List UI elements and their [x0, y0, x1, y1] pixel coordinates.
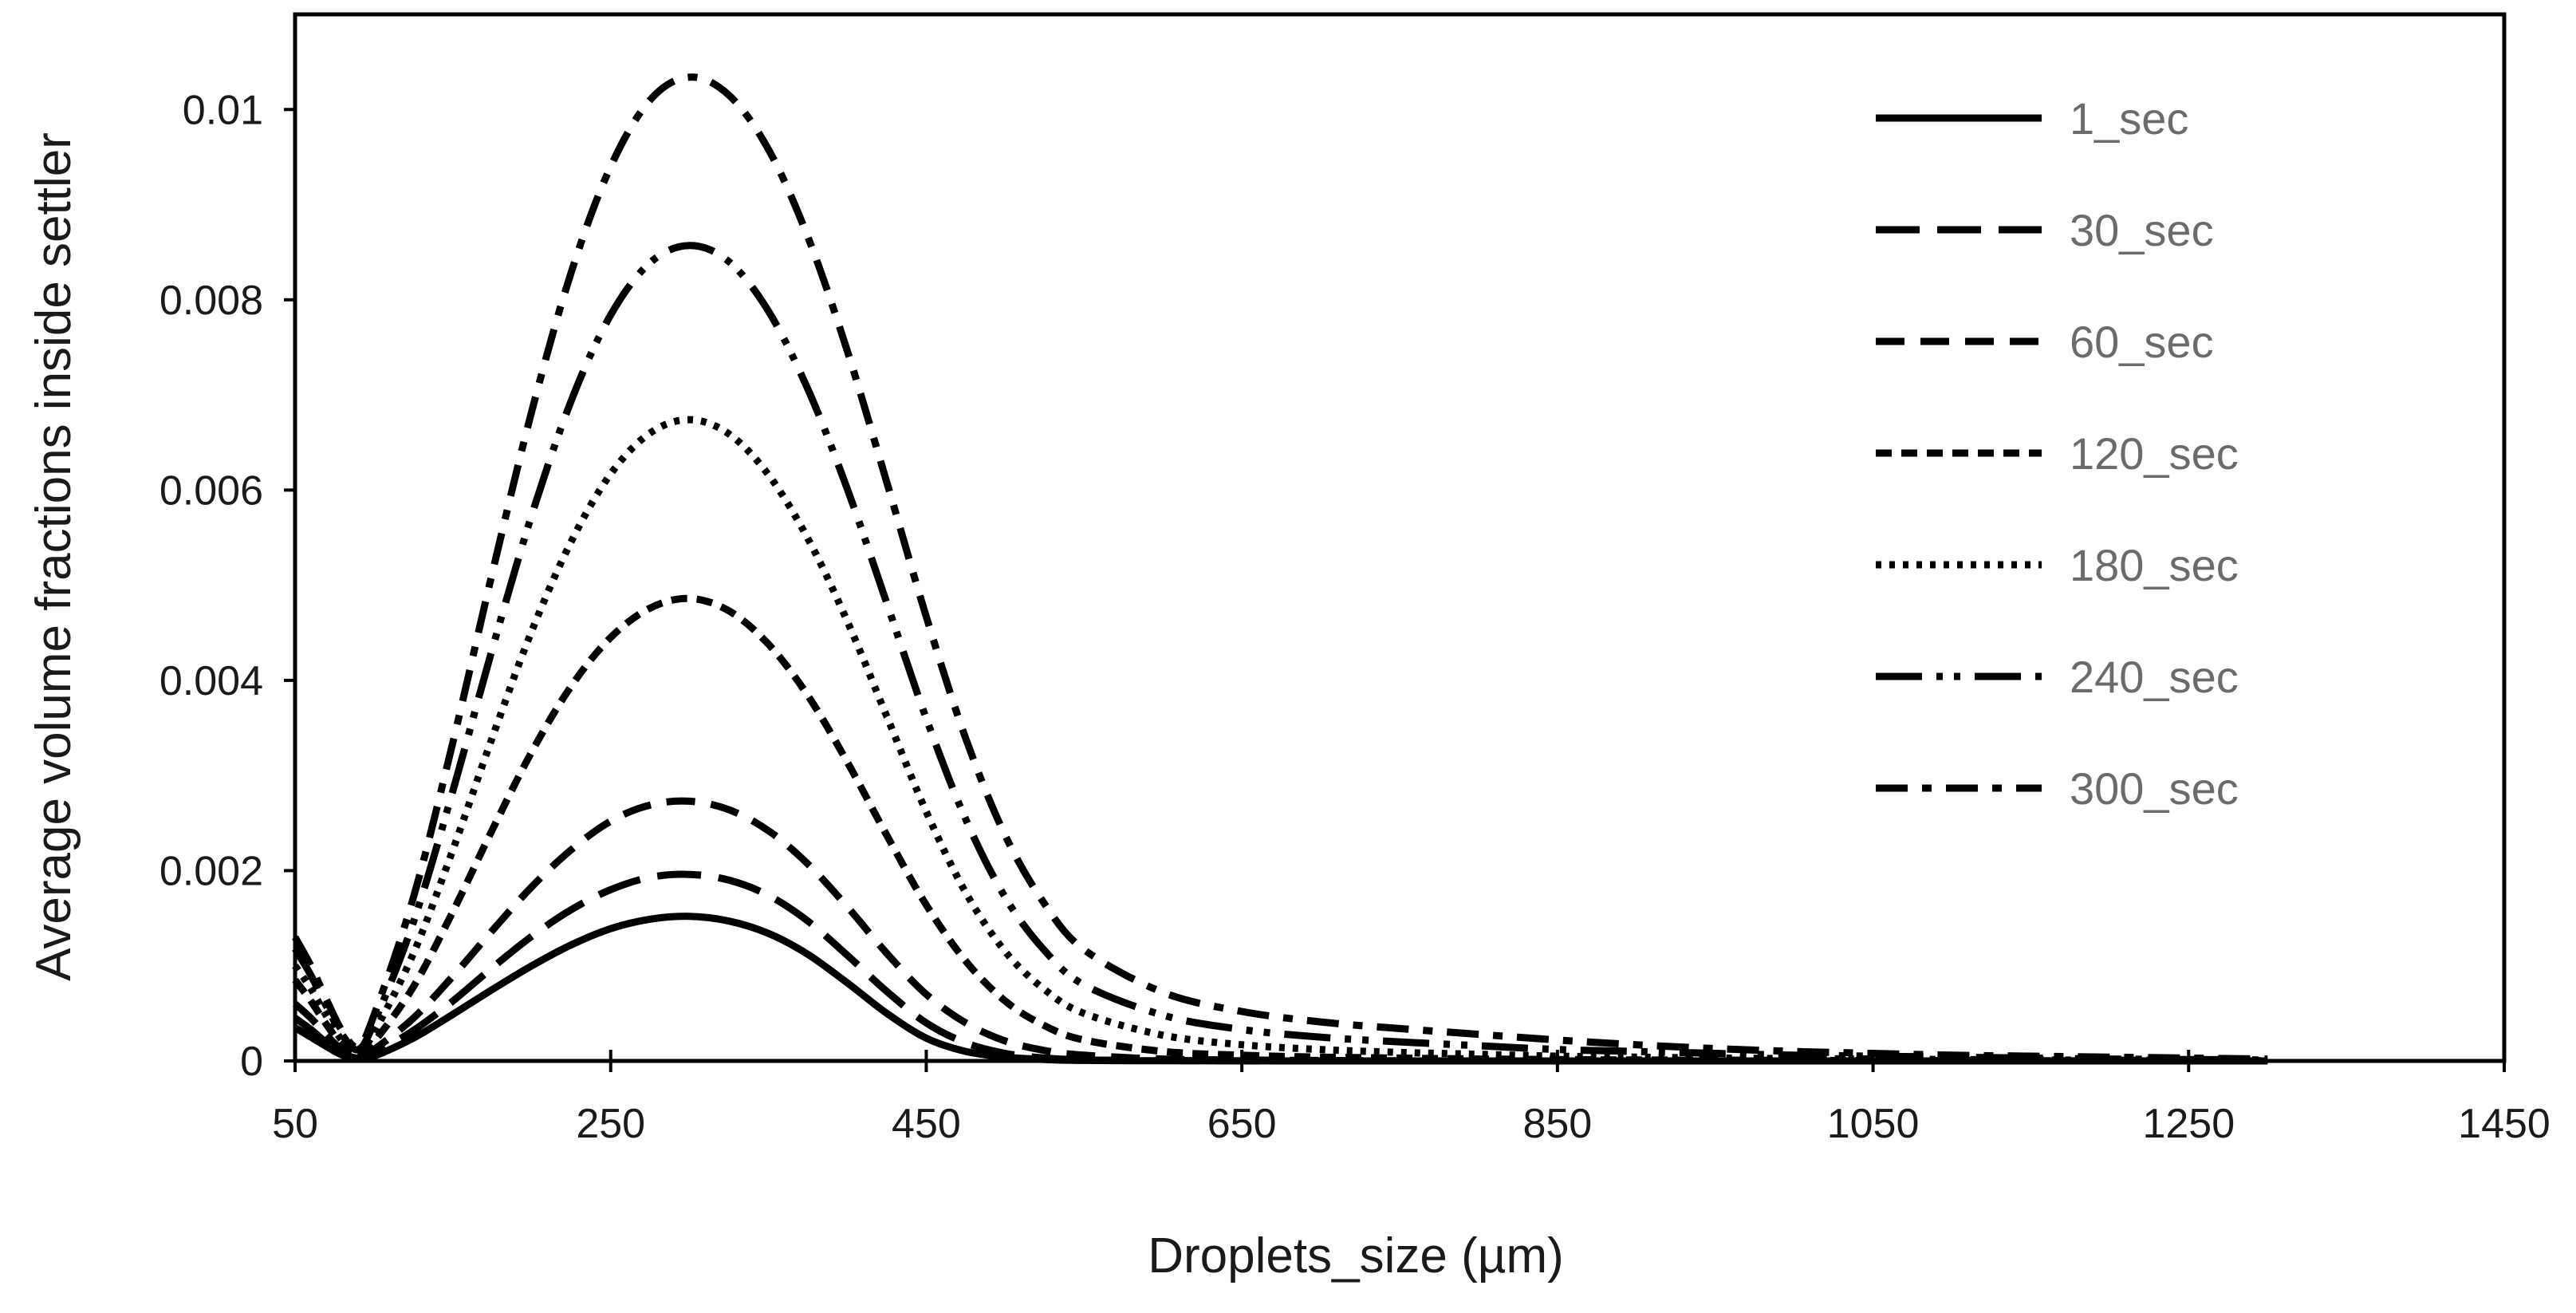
- legend-label: 240_sec: [2070, 652, 2239, 702]
- y-tick-label: 0.01: [183, 87, 263, 133]
- x-tick-label: 1050: [1827, 1101, 1920, 1147]
- x-tick-label: 450: [892, 1101, 961, 1147]
- x-tick-label: 250: [576, 1101, 645, 1147]
- series-line-60_sec: [292, 797, 2268, 1065]
- x-axis-title: Droplets_size (µm): [1148, 1228, 1564, 1283]
- legend: 1_sec 30_sec 60_sec 120_sec 180_sec 240_sec 30…: [1876, 93, 2239, 814]
- x-tick-label: 1250: [2142, 1101, 2235, 1147]
- legend-label: 120_sec: [2070, 428, 2239, 479]
- x-tick-label: 650: [1207, 1101, 1277, 1147]
- series-line-120_sec: [292, 594, 2268, 1065]
- legend-label: 60_sec: [2070, 317, 2214, 367]
- x-tick-label: 50: [272, 1101, 318, 1147]
- legend-label: 300_sec: [2070, 763, 2239, 814]
- series-line-240_sec: [292, 242, 2268, 1064]
- y-axis: 0 0.002 0.004 0.006 0.008 0.01: [160, 87, 295, 1085]
- x-axis: 50 250 450 650 850 1050 1250 1450: [272, 1050, 2550, 1147]
- y-tick-label: 0.002: [160, 848, 263, 894]
- plot-area-frame: [293, 12, 2507, 1063]
- y-tick-label: 0.006: [160, 467, 263, 514]
- legend-label: 1_sec: [2070, 93, 2188, 144]
- legend-label: 30_sec: [2070, 205, 2214, 255]
- legend-label: 180_sec: [2070, 540, 2239, 590]
- series-group: [292, 73, 2268, 1065]
- y-tick-label: 0: [240, 1039, 263, 1085]
- y-tick-label: 0.004: [160, 658, 263, 704]
- series-line-300_sec: [292, 73, 2268, 1063]
- y-tick-label: 0.008: [160, 278, 263, 324]
- x-tick-label: 850: [1522, 1101, 1592, 1147]
- x-tick-label: 1450: [2458, 1101, 2550, 1147]
- y-axis-title: Average volume fractions inside settler: [26, 132, 81, 981]
